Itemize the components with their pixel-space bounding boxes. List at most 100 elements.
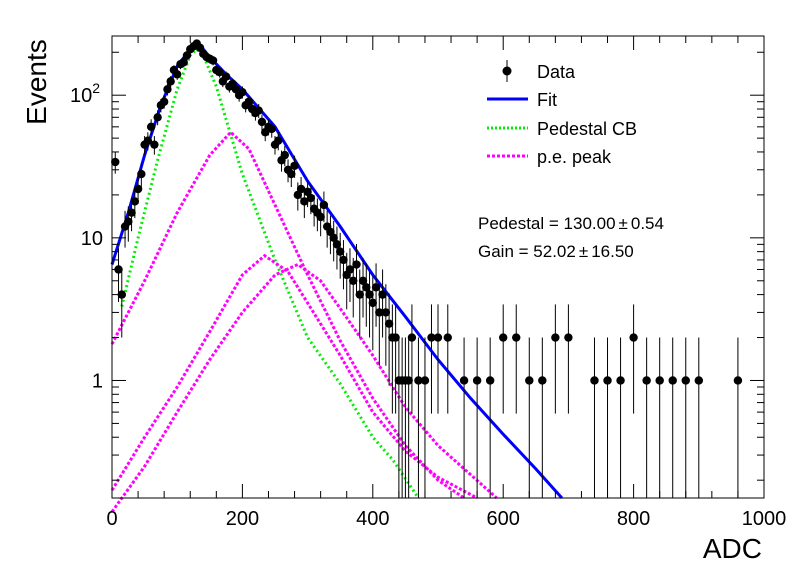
data-point: [159, 97, 169, 106]
data-point: [551, 333, 560, 342]
data-point: [362, 283, 371, 292]
gain-pm: ±: [579, 242, 588, 261]
pedestal-error: 0.54: [631, 214, 664, 233]
legend-entry-fit: Fit: [487, 90, 557, 110]
legend-entry-pe-peak: p.e. peak: [487, 147, 612, 167]
x-tick-label: 600: [487, 508, 520, 530]
data-point: [407, 333, 417, 342]
legend-label-pe-peak: p.e. peak: [537, 147, 612, 167]
legend-label-pedestal: Pedestal CB: [537, 119, 637, 139]
data-point: [564, 333, 573, 342]
legend-label-fit: Fit: [537, 90, 557, 110]
data-point: [472, 376, 482, 385]
data-point: [603, 376, 612, 385]
x-tick-label: 800: [617, 508, 650, 530]
data-point: [221, 72, 231, 81]
data-point: [133, 184, 143, 194]
data-point: [345, 265, 355, 274]
x-tick-label: 0: [106, 508, 117, 530]
data-point: [404, 376, 413, 385]
data-point: [368, 298, 377, 308]
data-point: [352, 260, 361, 269]
y-tick-exponent: 2: [92, 80, 100, 96]
data-point: [694, 376, 703, 385]
data-point: [179, 58, 188, 67]
data-point: [655, 376, 664, 385]
data-point: [163, 85, 172, 94]
data-point: [371, 283, 381, 292]
data-point: [127, 208, 136, 217]
data-point: [124, 217, 133, 226]
gain-value: 52.02: [533, 242, 576, 261]
data-point: [420, 376, 430, 385]
data-point: [137, 169, 146, 179]
x-tick-label: 200: [226, 508, 259, 530]
data-point: [629, 333, 638, 342]
data-point: [111, 157, 120, 167]
data-point: [414, 376, 423, 385]
gain-error: 16.50: [591, 242, 634, 261]
plot-frame: [111, 35, 765, 499]
legend-data-marker: [502, 66, 512, 76]
data-point: [153, 113, 162, 122]
x-tick-label: 400: [356, 508, 389, 530]
data-point: [280, 150, 289, 160]
gain-prefix: Gain =: [478, 242, 533, 261]
data-point: [182, 51, 192, 60]
data-point: [117, 290, 126, 299]
data-point: [296, 184, 306, 194]
data-point: [143, 136, 153, 145]
data-point: [290, 161, 299, 170]
series-layer: [110, 39, 743, 513]
y-tick-label: 1: [92, 370, 103, 392]
gain-annotation: Gain = 52.02 ±16.50: [478, 242, 634, 261]
legend: Data Fit Pedestal CB p.e. peak: [487, 60, 637, 167]
data-point: [375, 308, 384, 317]
data-point: [358, 276, 368, 285]
data-point: [146, 122, 156, 132]
data-point: [287, 169, 296, 179]
pedestal-prefix: Pedestal =: [478, 214, 564, 233]
data-point: [244, 97, 254, 106]
data-point: [459, 376, 469, 385]
data-point: [378, 290, 387, 299]
data-point: [215, 67, 224, 77]
data-point: [319, 200, 329, 210]
data-point: [349, 276, 358, 285]
data-point: [733, 376, 743, 385]
data-point: [257, 117, 267, 127]
data-point: [238, 87, 247, 97]
series-curve-p-e-peak-2: [110, 253, 478, 500]
data-point: [303, 187, 312, 197]
data-point: [391, 333, 400, 342]
y-axis-label: Events: [21, 39, 52, 125]
data-point: [616, 376, 625, 385]
data-point: [681, 376, 690, 385]
x-tick-label: 1000: [742, 508, 787, 530]
x-axis-label: ADC: [703, 533, 762, 564]
data-point: [590, 376, 599, 385]
data-point: [339, 255, 348, 265]
series-curve-p-e-peak-1: [110, 130, 465, 500]
data-point: [427, 333, 436, 342]
data-point: [166, 77, 175, 86]
legend-entry-data: Data: [502, 60, 576, 82]
legend-entry-pedestal: Pedestal CB: [487, 119, 637, 139]
data-point: [512, 333, 521, 342]
data-point: [538, 376, 547, 385]
data-point: [381, 308, 391, 317]
data-point: [525, 376, 534, 385]
data-point: [332, 240, 342, 249]
data-point: [254, 106, 263, 115]
data-point: [267, 124, 276, 134]
data-point: [336, 247, 345, 256]
data-point: [443, 333, 452, 342]
data-point: [668, 376, 677, 385]
data-point: [300, 197, 309, 206]
data-point: [316, 212, 325, 222]
data-point: [208, 56, 218, 65]
data-point: [499, 333, 508, 342]
data-point: [433, 333, 443, 342]
y-tick-label: 102: [70, 80, 100, 107]
